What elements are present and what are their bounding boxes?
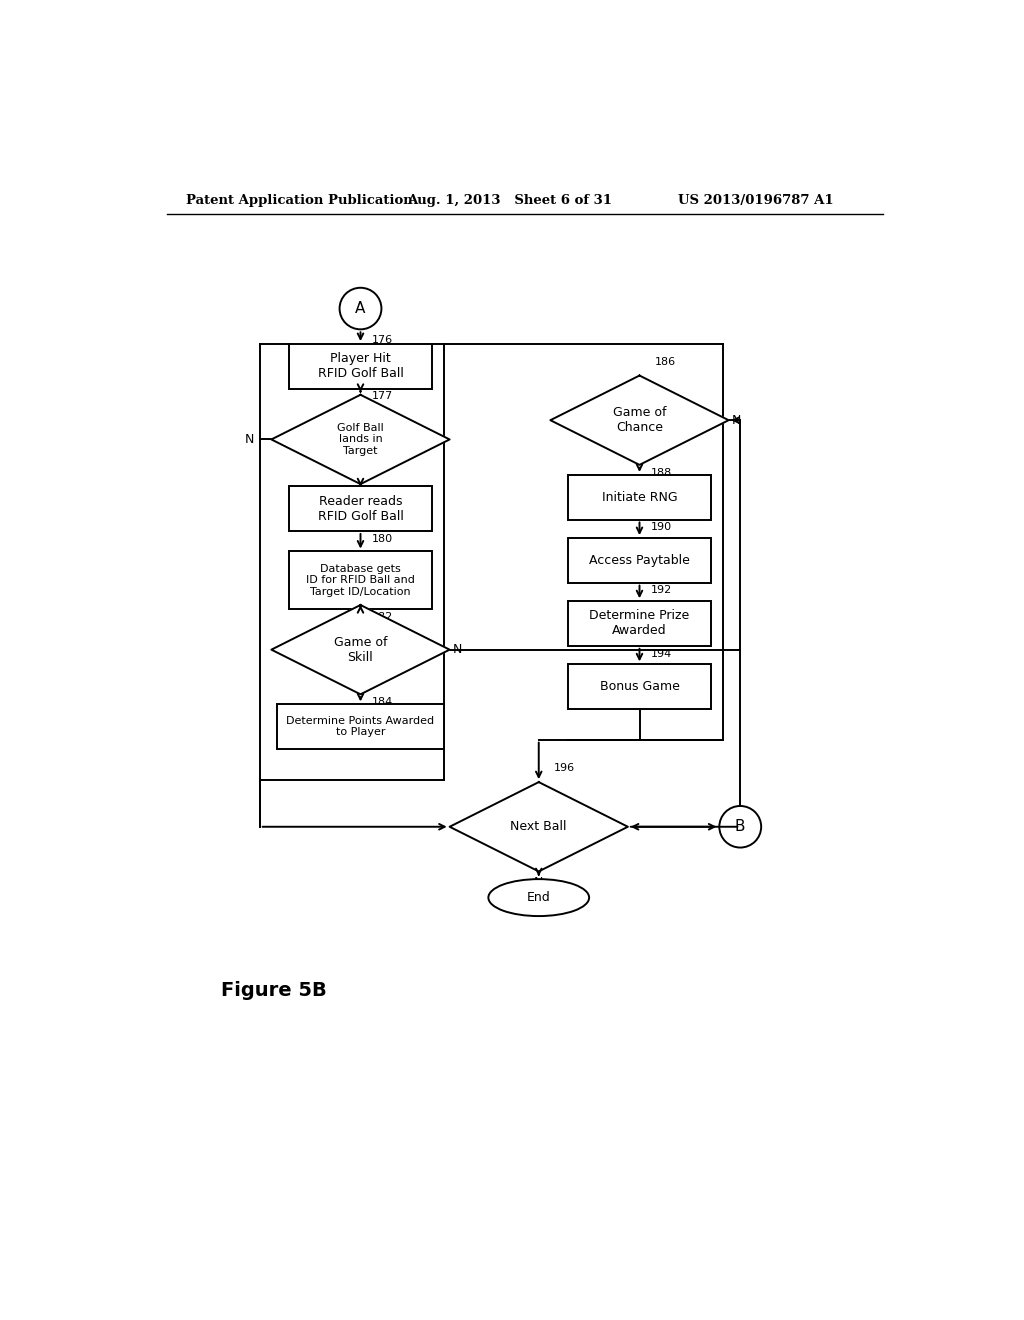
Text: 188: 188 [650, 467, 672, 478]
Text: B: B [735, 820, 745, 834]
Polygon shape [271, 605, 450, 694]
Text: 176: 176 [372, 335, 392, 346]
Text: Game of
Chance: Game of Chance [612, 407, 667, 434]
Text: Initiate RNG: Initiate RNG [602, 491, 677, 504]
Bar [568, 539, 712, 582]
Text: N: N [535, 875, 544, 888]
Text: N: N [245, 433, 254, 446]
Ellipse shape [488, 879, 589, 916]
Text: Player Hit
RFID Golf Ball: Player Hit RFID Golf Ball [317, 352, 403, 380]
Bar [289, 345, 432, 388]
Text: Aug. 1, 2013   Sheet 6 of 31: Aug. 1, 2013 Sheet 6 of 31 [407, 194, 612, 207]
Bar [568, 664, 712, 709]
Text: Determine Points Awarded
to Player: Determine Points Awarded to Player [287, 715, 434, 738]
Text: 182: 182 [372, 612, 392, 622]
Text: 177: 177 [372, 392, 392, 401]
Text: 186: 186 [655, 356, 676, 367]
Text: Access Paytable: Access Paytable [589, 554, 690, 566]
Polygon shape [271, 395, 450, 484]
Text: US 2013/0196787 A1: US 2013/0196787 A1 [678, 194, 834, 207]
Text: N: N [453, 643, 462, 656]
Text: Next Ball: Next Ball [511, 820, 567, 833]
Circle shape [340, 288, 381, 330]
Text: 192: 192 [650, 586, 672, 595]
Text: Figure 5B: Figure 5B [221, 981, 327, 999]
Text: 194: 194 [650, 648, 672, 659]
Text: Game of
Skill: Game of Skill [334, 636, 387, 664]
Text: N: N [732, 413, 741, 426]
Text: A: A [355, 301, 366, 315]
Text: 184: 184 [372, 697, 392, 708]
Text: Determine Prize
Awarded: Determine Prize Awarded [590, 610, 689, 638]
Bar [568, 475, 712, 520]
Text: End: End [527, 891, 551, 904]
Text: 196: 196 [554, 763, 575, 774]
Bar [278, 705, 443, 748]
Text: Reader reads
RFID Golf Ball: Reader reads RFID Golf Ball [317, 495, 403, 523]
Text: Patent Application Publication: Patent Application Publication [186, 194, 413, 207]
Polygon shape [550, 376, 729, 465]
Bar [289, 552, 432, 610]
Bar [568, 601, 712, 645]
Polygon shape [450, 781, 628, 871]
Text: Database gets
ID for RFID Ball and
Target ID/Location: Database gets ID for RFID Ball and Targe… [306, 564, 415, 597]
Text: 190: 190 [650, 523, 672, 532]
Text: 178: 178 [372, 487, 392, 496]
Text: Golf Ball
lands in
Target: Golf Ball lands in Target [337, 422, 384, 455]
Circle shape [719, 807, 761, 847]
Text: 180: 180 [372, 533, 392, 544]
Text: Bonus Game: Bonus Game [600, 680, 680, 693]
Bar [289, 487, 432, 531]
